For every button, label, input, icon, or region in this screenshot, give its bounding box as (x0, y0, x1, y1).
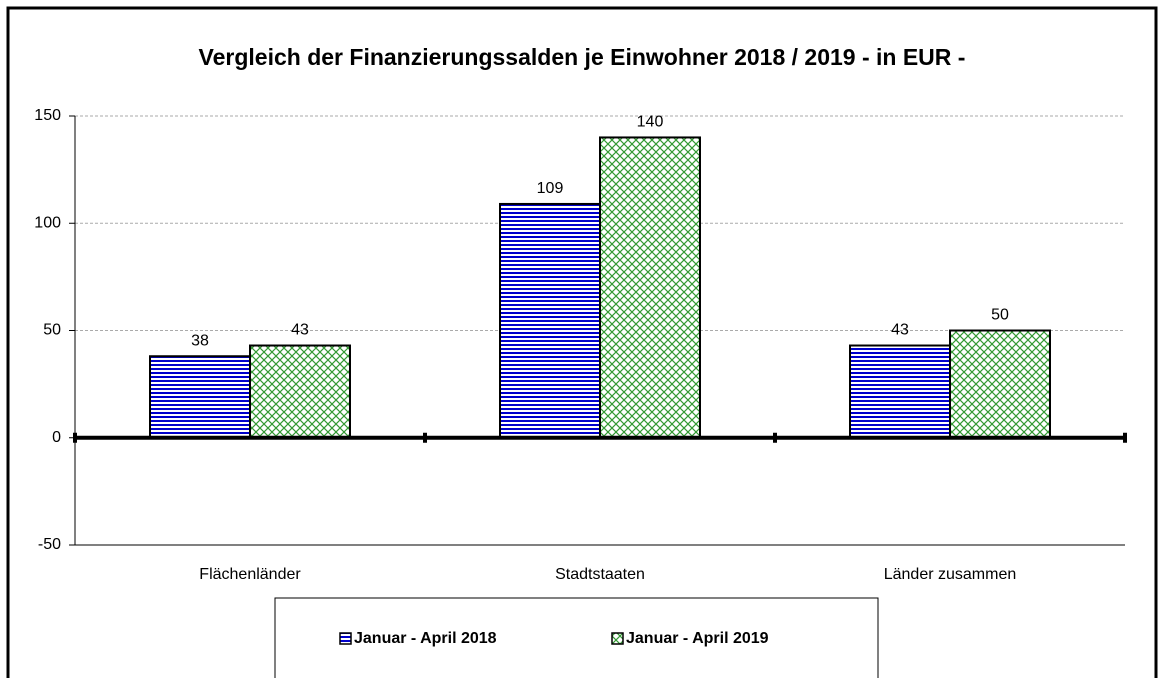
legend-swatch (611, 632, 624, 645)
legend-label: Januar - April 2019 (626, 630, 769, 647)
bar (949, 329, 1051, 439)
bar (499, 202, 601, 439)
chart-title: Vergleich der Finanzierungssalden je Ein… (198, 44, 966, 70)
x-tick-label: Flächenländer (199, 566, 301, 583)
bar (599, 136, 701, 439)
y-tick-label: 0 (52, 429, 61, 446)
x-tick-label: Stadtstaaten (555, 566, 645, 583)
legend-swatch (339, 632, 352, 645)
x-tick-label: Länder zusammen (884, 566, 1017, 583)
frame (6, 6, 1158, 678)
legend-box (274, 597, 879, 678)
legend-label: Januar - April 2018 (354, 630, 497, 647)
data-label: 43 (291, 322, 309, 339)
data-label: 43 (891, 322, 909, 339)
y-tick-label: -50 (38, 536, 61, 553)
bar (149, 355, 251, 439)
data-label: 140 (637, 114, 664, 131)
bar (849, 344, 951, 439)
bar (249, 344, 351, 439)
y-tick-label: 150 (34, 107, 61, 124)
data-label: 109 (537, 180, 564, 197)
data-label: 50 (991, 307, 1009, 324)
y-tick-label: 100 (34, 214, 61, 231)
data-label: 38 (191, 332, 209, 349)
y-tick-label: 50 (43, 322, 61, 339)
